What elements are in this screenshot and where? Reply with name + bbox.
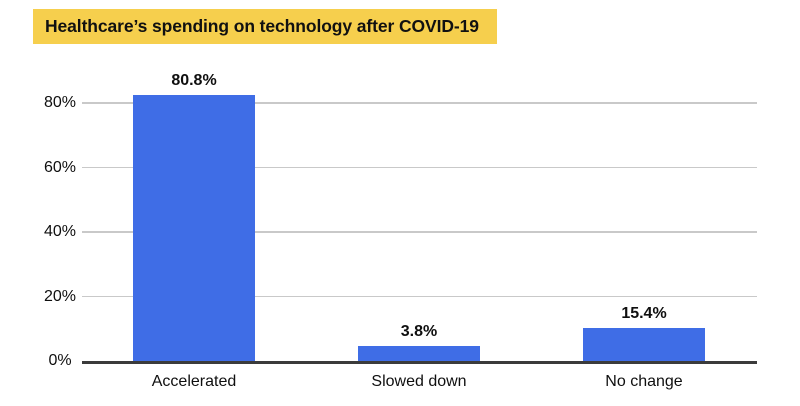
y-tick-label-80: 80% [43,94,77,111]
bar-no-change [583,328,705,361]
bar-value-label: 3.8% [400,323,438,340]
gridline-80 [82,102,757,104]
gridline-60 [82,166,757,169]
bar-value-label: 80.8% [171,72,217,89]
y-tick-label-0: 0% [48,352,72,369]
gridline-40 [82,231,757,233]
x-axis-category-label: No change [605,373,683,390]
x-axis-category-label: Accelerated [151,373,237,390]
x-axis-line [82,361,757,364]
x-axis-category-label: Slowed down [371,373,467,390]
bar-slowed-down [358,346,480,361]
bar-accelerated [133,95,255,361]
y-tick-label-60: 60% [43,158,77,176]
bar-value-label: 15.4% [621,305,667,322]
y-tick-label-40: 40% [43,223,77,240]
chart-title: Healthcare’s spending on technology afte… [33,9,497,44]
gridline-20 [82,295,757,298]
y-tick-label-20: 20% [43,287,77,305]
